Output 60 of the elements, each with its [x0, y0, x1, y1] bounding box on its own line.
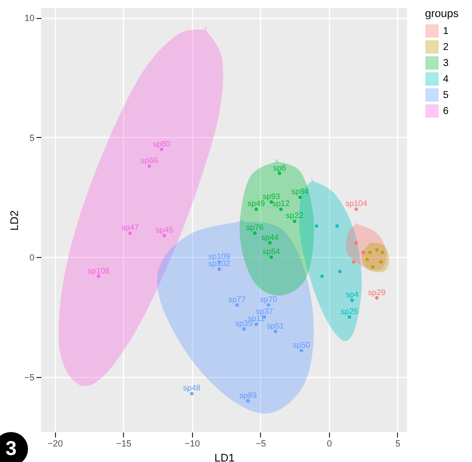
legend-label: 5	[443, 90, 449, 101]
point	[361, 250, 365, 254]
data-label: sp47	[121, 223, 140, 232]
point	[354, 241, 358, 244]
data-label: sp50	[292, 340, 311, 350]
data-label: sp25	[340, 307, 359, 316]
point	[352, 260, 356, 264]
text: 3	[0, 432, 28, 462]
data-label: sp22	[286, 211, 304, 220]
data-label: sp6	[273, 163, 287, 172]
y-tick-label: 0	[29, 252, 34, 263]
y-tick-label: −5	[24, 372, 34, 382]
point	[368, 250, 372, 254]
data-label: sp4	[346, 290, 360, 300]
x-tick-label: −15	[116, 438, 132, 448]
data-label: sp104	[345, 199, 368, 208]
x-tick-label: −5	[256, 438, 266, 448]
legend-label: 2	[443, 42, 449, 53]
legend-title: groups	[425, 8, 460, 20]
point	[371, 264, 374, 268]
data-label: sp49	[248, 199, 266, 208]
data-label: sp102	[208, 259, 231, 268]
data-label: sp77	[228, 295, 246, 304]
data-label: sp70	[260, 295, 278, 304]
data-label: sp45	[156, 226, 174, 235]
data-label: sp108	[88, 266, 110, 276]
data-label: sp89	[239, 390, 258, 400]
x-tick-label: −20	[48, 438, 63, 448]
y-tick-label: 10	[24, 13, 34, 24]
point	[380, 250, 384, 254]
legend-label: 6	[443, 106, 449, 117]
data-label: sp109	[208, 252, 231, 261]
x-tick-label: 5	[395, 438, 400, 448]
data-label: sp48	[183, 384, 202, 393]
point	[338, 270, 342, 274]
point	[366, 258, 369, 262]
data-label: sp29	[368, 288, 386, 297]
data-label: sp12	[272, 199, 290, 208]
point	[314, 224, 318, 228]
data-label: sp54	[262, 247, 281, 256]
y-axis-title: LD2	[9, 210, 22, 231]
legend-label: 1	[443, 26, 449, 37]
x-tick-label: 0	[326, 438, 332, 448]
y-tick-label: 5	[29, 132, 34, 143]
legend-label: 4	[443, 74, 449, 85]
data-label: sp44	[261, 232, 280, 242]
data-label: sp37	[256, 307, 274, 316]
data-label: sp66	[140, 156, 159, 166]
x-axis-title: LD1	[214, 452, 235, 462]
data-label: sp51	[266, 321, 285, 330]
data-label: sp84	[291, 187, 310, 196]
point	[379, 260, 383, 264]
point	[375, 248, 379, 252]
legend-label: 3	[443, 58, 449, 69]
point	[335, 224, 339, 228]
x-tick-label: −10	[184, 438, 200, 448]
data-label: sp80	[152, 139, 171, 148]
point	[320, 274, 324, 278]
data-label: sp76	[246, 223, 264, 232]
data-label: sp93	[262, 192, 281, 202]
